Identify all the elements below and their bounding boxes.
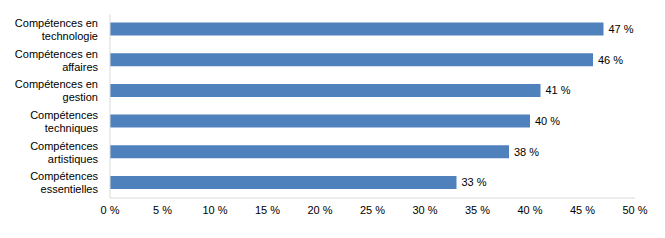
svg-text:41 %: 41 % (546, 84, 571, 96)
svg-text:35 %: 35 % (465, 204, 490, 216)
svg-text:affaires: affaires (62, 61, 98, 73)
svg-text:40 %: 40 % (517, 204, 542, 216)
svg-text:47 %: 47 % (609, 23, 634, 35)
svg-text:10 %: 10 % (202, 204, 227, 216)
svg-text:Compétences: Compétences (30, 140, 98, 152)
svg-text:46 %: 46 % (598, 54, 623, 66)
svg-text:Compétences: Compétences (30, 170, 98, 182)
svg-text:40 %: 40 % (535, 115, 560, 127)
svg-text:gestion: gestion (63, 91, 98, 103)
svg-text:20 %: 20 % (307, 204, 332, 216)
svg-text:5 %: 5 % (153, 204, 172, 216)
svg-text:38 %: 38 % (514, 146, 539, 158)
svg-text:techniques: techniques (45, 122, 99, 134)
svg-text:Compétences en: Compétences en (15, 17, 98, 29)
svg-text:25 %: 25 % (360, 204, 385, 216)
svg-text:33 %: 33 % (462, 176, 487, 188)
svg-text:Compétences en: Compétences en (15, 78, 98, 90)
svg-text:Compétences en: Compétences en (15, 48, 98, 60)
svg-text:technologie: technologie (42, 30, 98, 42)
svg-text:15 %: 15 % (255, 204, 280, 216)
svg-text:50 %: 50 % (622, 204, 647, 216)
svg-text:30 %: 30 % (412, 204, 437, 216)
svg-text:essentielles: essentielles (41, 183, 99, 195)
svg-text:artistiques: artistiques (48, 153, 99, 165)
svg-text:45 %: 45 % (570, 204, 595, 216)
svg-text:Compétences: Compétences (30, 109, 98, 121)
svg-text:0 %: 0 % (101, 204, 120, 216)
